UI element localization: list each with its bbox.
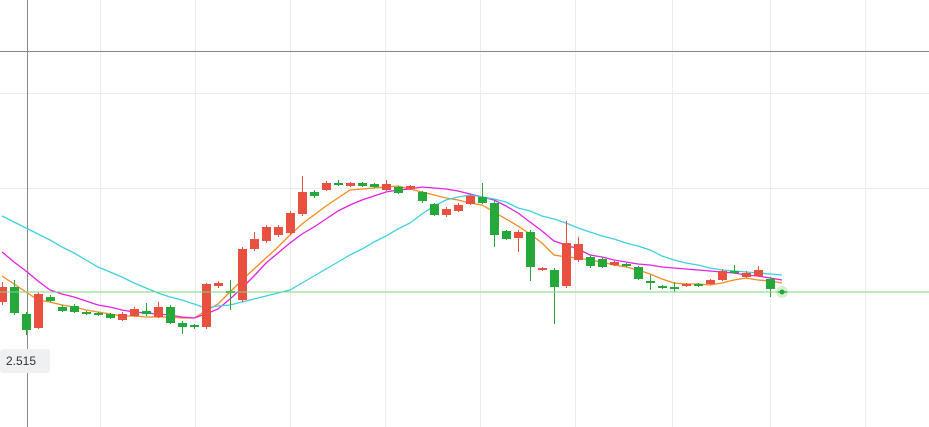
moving-average-line [1,194,783,309]
candle-body [382,184,391,190]
candle-body [154,307,163,317]
candle-body [574,244,583,260]
candle-body [622,264,631,266]
candle-body [610,262,619,265]
candle-body [478,197,487,203]
candle-body [250,239,259,249]
candle-body [754,270,763,276]
candle-body [22,314,31,330]
candle-body [454,205,463,211]
candle-body [142,311,151,314]
candle-body [538,268,547,270]
candle-body [586,257,595,266]
candle-body [10,287,19,313]
candle-body [634,267,643,279]
candle-body [406,186,415,189]
candle-body [190,325,199,327]
moving-average-line [1,185,783,319]
candle-body [598,259,607,267]
candle-body [118,314,127,320]
candle-body [106,314,115,318]
candle-body [730,271,739,273]
candle-body [766,279,775,289]
candle-body [94,313,103,315]
candle-body [646,281,655,283]
candle-body [682,284,691,286]
candle-body [466,196,475,204]
candle-body [286,213,295,233]
candle-body [274,227,283,235]
candle-body [442,209,451,215]
moving-average-line [1,186,783,319]
crosshair-label: 2.515 [6,354,36,368]
candle-body [502,231,511,239]
candle-body [346,183,355,186]
candle-body [82,312,91,314]
candle-body [418,192,427,201]
candle-body [694,284,703,286]
plot: 2.515 [0,176,929,373]
candle-body [334,183,343,185]
candle-body [214,283,223,286]
candle-body [130,309,139,316]
candle-body [58,307,67,311]
candle-body [298,192,307,214]
candle-body [658,286,667,288]
candle-body [262,227,271,241]
candle-body [550,270,559,287]
candle-body [718,271,727,280]
candle-body [742,273,751,277]
crosshair-label-box [0,349,50,373]
candle-body [202,284,211,327]
candle-body [706,280,715,284]
candle-body [358,183,367,186]
candle-body [178,323,187,327]
candle-body [562,243,571,286]
candle-body [310,192,319,196]
candle-body [526,232,535,267]
candle-body [34,294,43,328]
candle-body [0,287,7,302]
candle-body [394,187,403,193]
candle-body [46,297,55,301]
candle-body [430,204,439,215]
candle-body [370,184,379,187]
candle-body [670,287,679,289]
candle-body [70,306,79,312]
candle-body [490,203,499,235]
candle-body [166,307,175,323]
candle-body [514,232,523,238]
candle-body [238,249,247,300]
candle-body [322,183,331,190]
last-price-dot [779,289,785,295]
